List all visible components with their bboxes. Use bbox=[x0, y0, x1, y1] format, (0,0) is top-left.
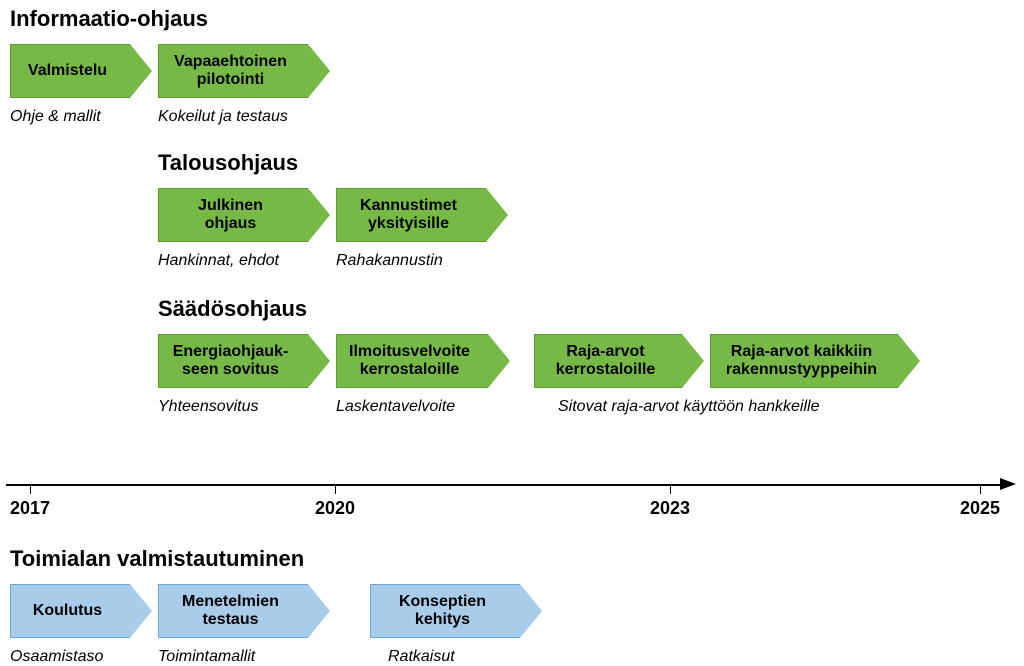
timeline-label-2020: 2020 bbox=[315, 498, 355, 519]
phase-arrowhead-konseptien-kehitys bbox=[520, 584, 542, 638]
phase-energiaohjaukseen-sovitus: Energiaohjauk-seen sovitus bbox=[158, 334, 308, 388]
section-title-talousohjaus: Talousohjaus bbox=[158, 150, 298, 176]
phase-caption-raja-arvot-kerrostaloille: Sitovat raja-arvot käyttöön hankkeille bbox=[558, 398, 819, 416]
phase-koulutus: Koulutus bbox=[10, 584, 130, 638]
phase-caption-julkinen-ohjaus: Hankinnat, ehdot bbox=[158, 252, 279, 270]
phase-arrowhead-ilmoitusvelvoite-kerrostaloille bbox=[488, 334, 510, 388]
phase-arrowhead-vapaaehtoinen-pilotointi bbox=[308, 44, 330, 98]
phase-caption-konseptien-kehitys: Ratkaisut bbox=[388, 648, 455, 666]
phase-arrowhead-menetelmien-testaus bbox=[308, 584, 330, 638]
section-title-toimialan-valmistautuminen: Toimialan valmistautuminen bbox=[10, 546, 304, 572]
phase-raja-arvot-kerrostaloille: Raja-arvotkerrostaloille bbox=[534, 334, 682, 388]
phase-ilmoitusvelvoite-kerrostaloille: Ilmoitusvelvoitekerrostaloille bbox=[336, 334, 488, 388]
timeline-tick-2017 bbox=[30, 484, 31, 494]
timeline-tick-2023 bbox=[670, 484, 671, 494]
phase-caption-vapaaehtoinen-pilotointi: Kokeilut ja testaus bbox=[158, 108, 288, 126]
phase-caption-energiaohjaukseen-sovitus: Yhteensovitus bbox=[158, 398, 259, 416]
roadmap-diagram: Informaatio-ohjaus Valmistelu Ohje & malli… bbox=[0, 0, 1024, 666]
timeline-label-2017: 2017 bbox=[10, 498, 50, 519]
timeline-tick-2025 bbox=[980, 484, 981, 494]
phase-kannustimet-yksityisille: Kannustimetyksityisille bbox=[336, 188, 486, 242]
phase-menetelmien-testaus: Menetelmientestaus bbox=[158, 584, 308, 638]
phase-caption-ilmoitusvelvoite-kerrostaloille: Laskentavelvoite bbox=[336, 398, 455, 416]
phase-raja-arvot-kaikkiin: Raja-arvot kaikkiinrakennustyyppeihin bbox=[710, 334, 898, 388]
timeline-tick-2020 bbox=[335, 484, 336, 494]
phase-valmistelu: Valmistelu bbox=[10, 44, 130, 98]
phase-arrowhead-kannustimet-yksityisille bbox=[486, 188, 508, 242]
phase-arrowhead-julkinen-ohjaus bbox=[308, 188, 330, 242]
phase-arrowhead-raja-arvot-kaikkiin bbox=[898, 334, 920, 388]
phase-caption-valmistelu: Ohje & mallit bbox=[10, 108, 101, 126]
phase-arrowhead-valmistelu bbox=[130, 44, 152, 98]
phase-vapaaehtoinen-pilotointi: Vapaaehtoinenpilotointi bbox=[158, 44, 308, 98]
timeline-label-2025: 2025 bbox=[960, 498, 1000, 519]
phase-julkinen-ohjaus: Julkinenohjaus bbox=[158, 188, 308, 242]
phase-arrowhead-koulutus bbox=[130, 584, 152, 638]
phase-konseptien-kehitys: Konseptienkehitys bbox=[370, 584, 520, 638]
phase-caption-koulutus: Osaamistaso bbox=[10, 648, 103, 666]
timeline-arrowhead bbox=[1000, 478, 1016, 490]
phase-arrowhead-energiaohjaukseen-sovitus bbox=[308, 334, 330, 388]
section-title-saadosohjaus: Säädösohjaus bbox=[158, 296, 307, 322]
timeline-axis bbox=[6, 484, 1000, 486]
phase-arrowhead-raja-arvot-kerrostaloille bbox=[682, 334, 704, 388]
timeline-label-2023: 2023 bbox=[650, 498, 690, 519]
phase-caption-menetelmien-testaus: Toimintamallit bbox=[158, 648, 255, 666]
phase-caption-kannustimet-yksityisille: Rahakannustin bbox=[336, 252, 443, 270]
section-title-informaatio: Informaatio-ohjaus bbox=[10, 6, 208, 32]
